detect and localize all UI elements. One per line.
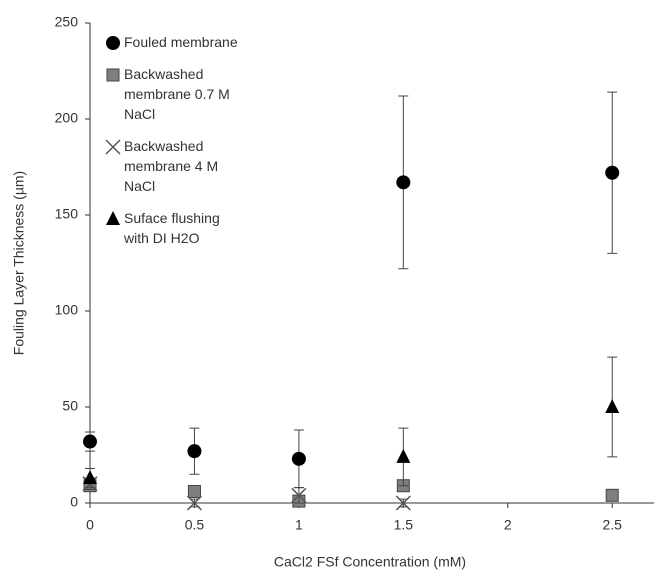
x-tick-label: 2.5 (602, 517, 622, 533)
legend-entry: Backwashed membrane 0.7 M NaCl (104, 64, 244, 124)
y-tick-label: 100 (55, 302, 79, 318)
x-tick-label: 1.5 (394, 517, 414, 533)
marker (83, 434, 97, 449)
legend-icon (106, 211, 120, 225)
marker (605, 165, 620, 180)
y-tick-label: 250 (55, 14, 79, 30)
x-tick-label: 1 (295, 517, 303, 533)
marker (396, 175, 411, 190)
x-tick-label: 0.5 (185, 517, 205, 533)
legend-entry: Fouled membrane (104, 32, 244, 52)
legend-entry: Suface flushing with DI H2O (104, 208, 244, 248)
x-tick-label: 0 (86, 517, 94, 533)
y-tick-label: 200 (55, 110, 79, 126)
legend-icon (106, 68, 120, 82)
legend-entry: Backwashed membrane 4 M NaCl (104, 136, 244, 196)
legend-icon (105, 139, 121, 155)
marker (105, 139, 121, 155)
marker (291, 487, 307, 503)
legend-label: Backwashed membrane 0.7 M NaCl (124, 66, 230, 122)
marker (83, 470, 97, 485)
marker (605, 488, 619, 502)
y-tick-label: 0 (70, 494, 78, 510)
marker (106, 68, 120, 82)
marker (106, 36, 120, 50)
marker (106, 211, 120, 225)
legend: Fouled membrane Backwashed membrane 0.7 M… (104, 32, 244, 260)
legend-label: Backwashed membrane 4 M NaCl (124, 138, 219, 194)
legend-label: Suface flushing with DI H2O (124, 210, 220, 246)
y-tick-label: 150 (55, 206, 79, 222)
marker (187, 484, 201, 498)
y-axis-label: Fouling Layer Thickness (µm) (11, 171, 27, 355)
marker (605, 399, 620, 413)
marker (396, 448, 411, 463)
x-axis-label: CaCl2 FSf Concentration (mM) (274, 554, 466, 570)
legend-label: Fouled membrane (124, 34, 238, 50)
y-tick-label: 50 (62, 398, 78, 414)
marker (186, 495, 202, 511)
legend-icon (106, 36, 120, 50)
marker (291, 451, 306, 466)
marker (395, 495, 411, 511)
x-tick-label: 2 (504, 517, 512, 533)
marker (187, 444, 202, 459)
